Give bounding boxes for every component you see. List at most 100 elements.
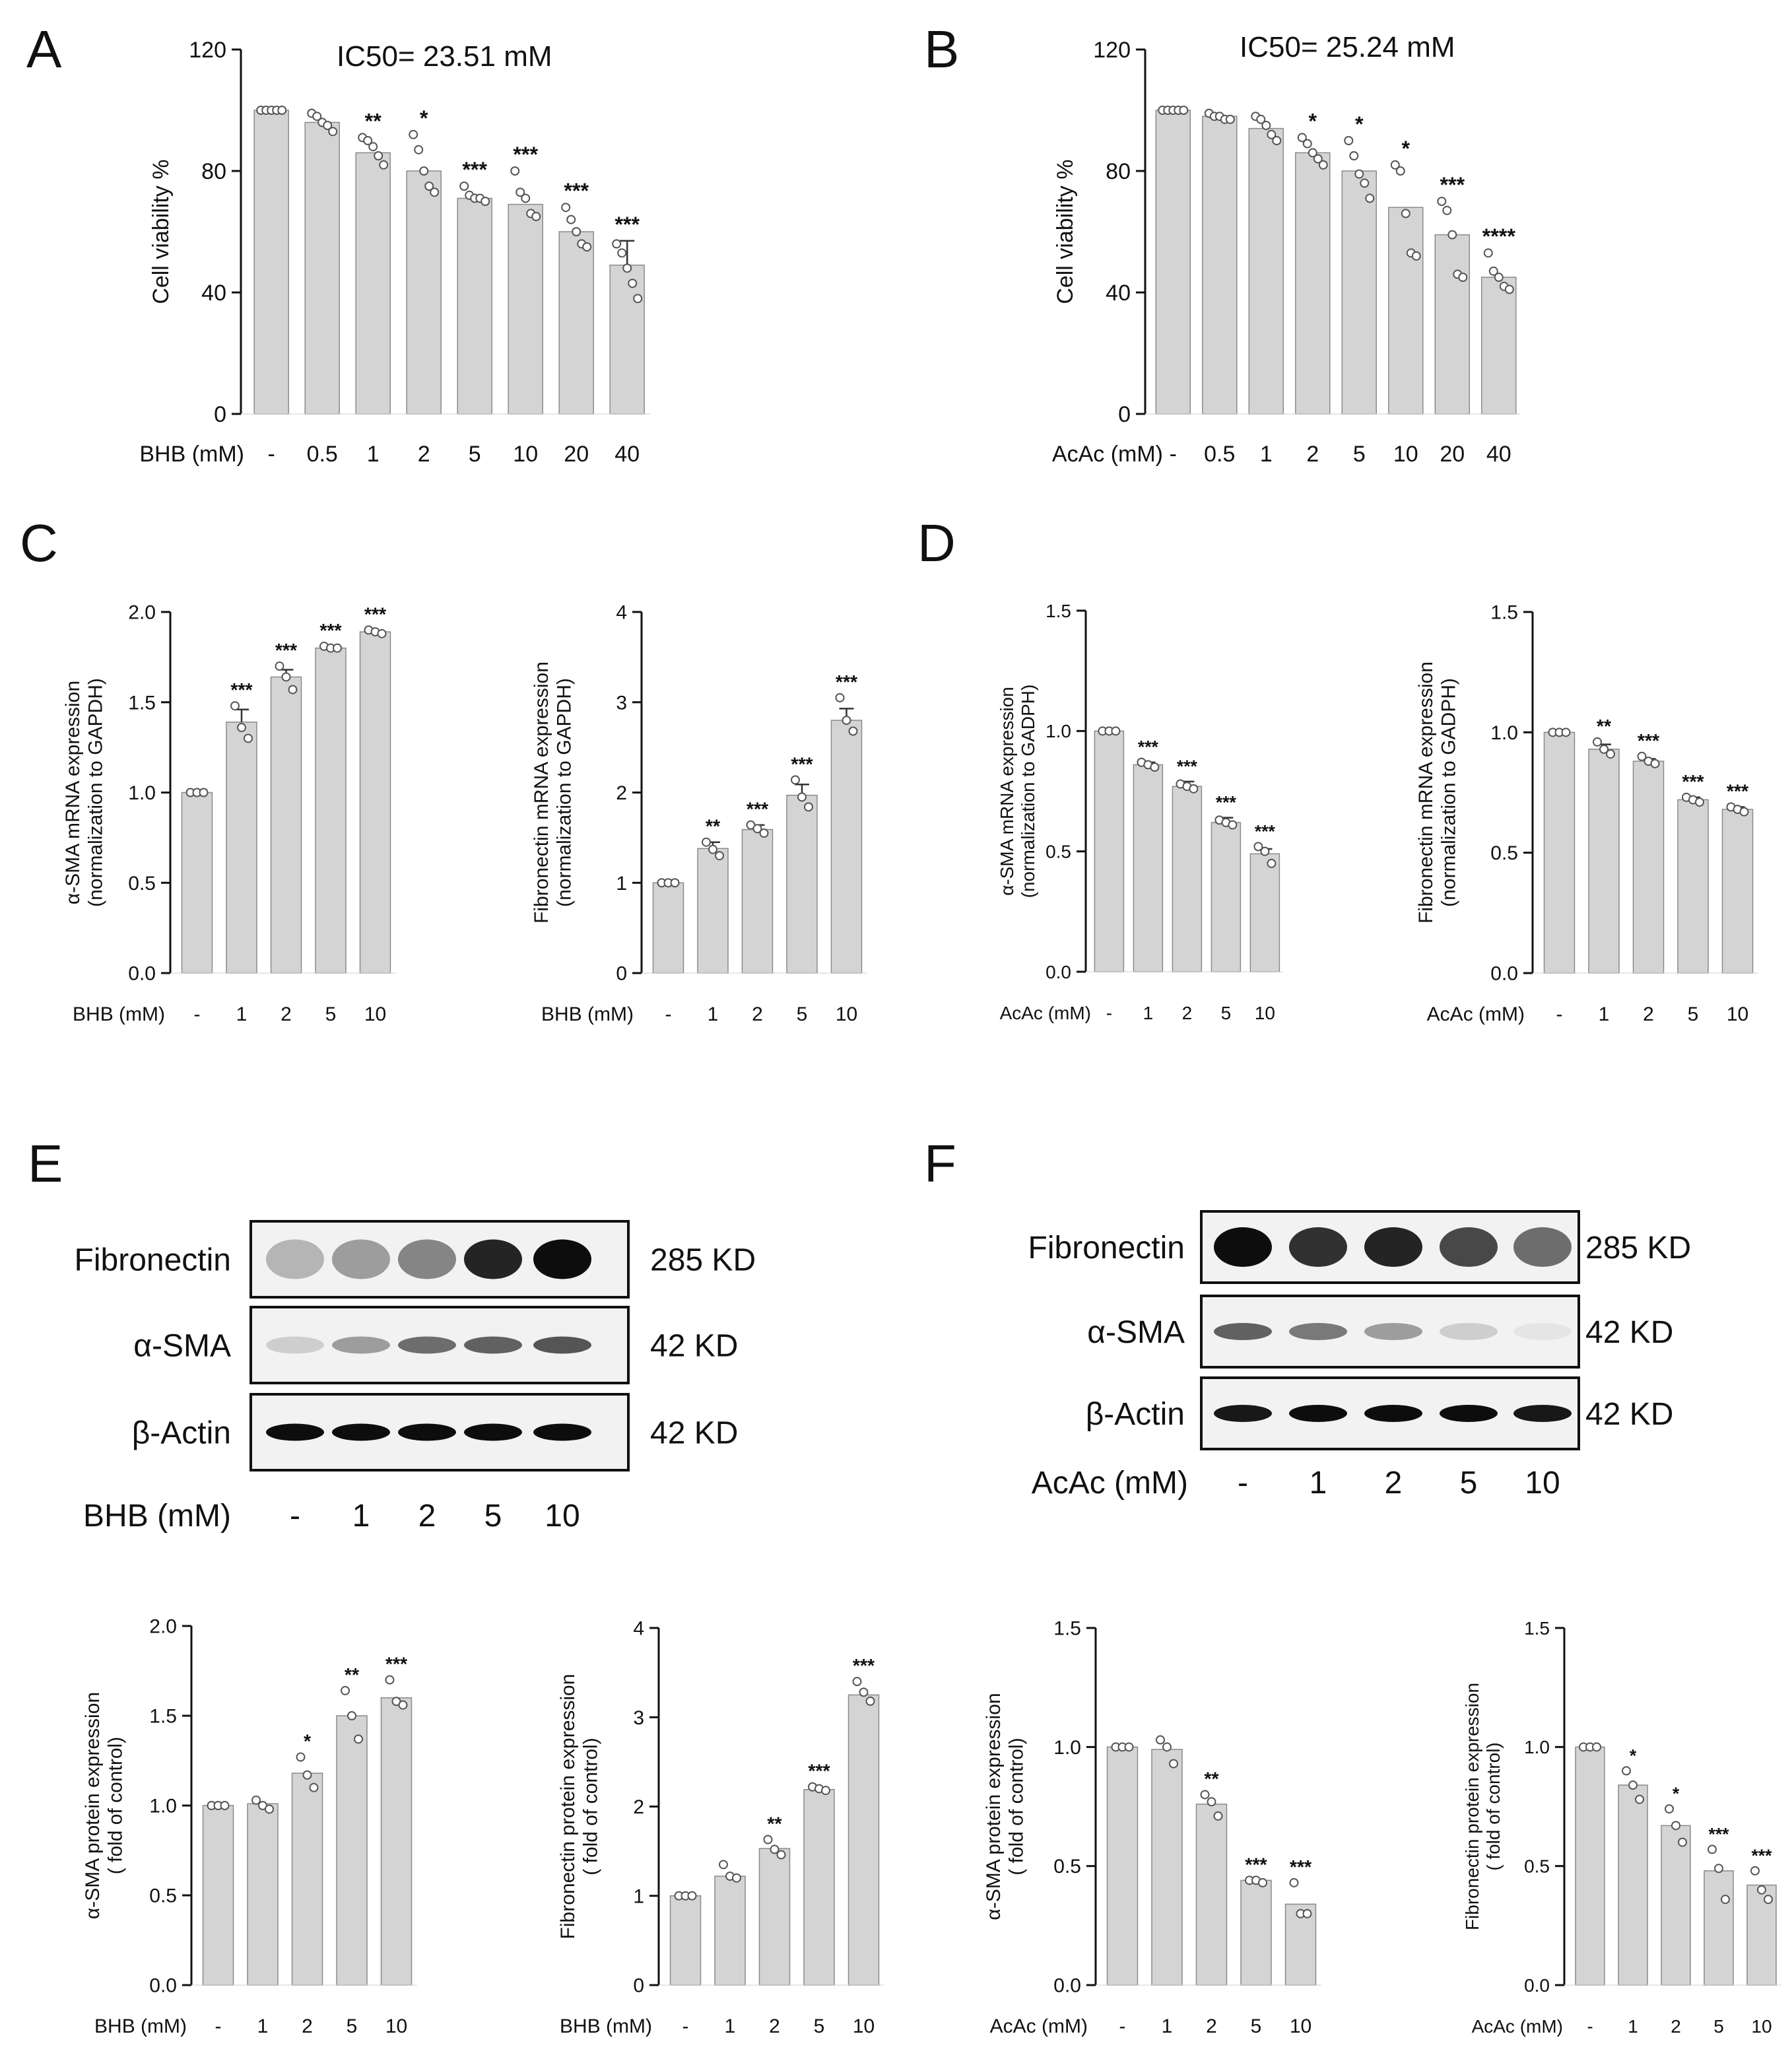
x-tick-label: 10 <box>1751 2016 1772 2037</box>
blot-lane-label: 1 <box>352 1499 370 1534</box>
data-point <box>368 142 378 152</box>
significance-marker: *** <box>1440 173 1465 197</box>
x-tick-label: - <box>1119 2015 1126 2037</box>
data-point <box>1764 1895 1773 1905</box>
data-point <box>354 1734 363 1744</box>
blot-band <box>1289 1405 1347 1422</box>
data-point <box>835 693 845 702</box>
bar <box>741 829 774 974</box>
data-point <box>1111 726 1121 736</box>
data-point <box>1606 749 1615 759</box>
significance-marker: * <box>1402 137 1410 160</box>
blot-band <box>1513 1323 1572 1340</box>
significance-marker: ** <box>767 1814 782 1835</box>
x-axis-label: BHB (mM) <box>560 2015 652 2037</box>
data-point <box>1349 151 1359 160</box>
bar <box>247 1803 279 1986</box>
data-point <box>1395 166 1405 176</box>
x-axis-label: BHB (mM) <box>94 2015 187 2037</box>
x-tick-label: 2 <box>302 2015 313 2037</box>
blot-lane-label: 5 <box>1460 1466 1478 1501</box>
blot-size-label: 42 KD <box>1585 1315 1673 1350</box>
data-point <box>622 263 632 273</box>
y-tick-label: 0 <box>1118 402 1131 427</box>
x-tick-label: 20 <box>564 442 589 467</box>
x-tick-label: 10 <box>853 2015 875 2037</box>
bar <box>1195 1804 1228 1986</box>
significance-marker: ** <box>1204 1769 1219 1790</box>
significance-marker: *** <box>1290 1857 1312 1878</box>
significance-marker: ** <box>345 1665 360 1686</box>
significance-marker: * <box>1355 112 1364 136</box>
significance-marker: *** <box>1682 772 1704 793</box>
data-point <box>865 1696 875 1706</box>
y-axis-label-line: Fibronectin protein expression <box>1462 1683 1482 1930</box>
y-tick-label: 1.5 <box>1045 601 1071 621</box>
bar <box>457 197 492 415</box>
data-point <box>414 145 424 154</box>
x-tick-label: - <box>194 1003 201 1025</box>
panel-letter-f: F <box>924 1134 956 1193</box>
data-point <box>1253 842 1263 852</box>
data-point <box>1635 1794 1644 1804</box>
y-axis-label-line: α-SMA protein expression <box>983 1693 1005 1920</box>
data-point <box>1289 1877 1299 1887</box>
y-axis-label-line: ( fold of control) <box>580 1738 602 1875</box>
blot-band <box>398 1336 456 1354</box>
data-point <box>1757 1885 1766 1895</box>
data-point <box>459 182 469 191</box>
blot-band <box>1214 1323 1272 1340</box>
bar <box>1240 1879 1272 1986</box>
data-point <box>1308 148 1317 158</box>
bar <box>847 1694 880 1986</box>
data-point <box>821 1786 830 1796</box>
blot-band <box>464 1239 522 1279</box>
chart-e1: 0.0 0.5 1.0 1.5 2.0 - 1 * 2 ** 5 *** 10 BHB (mM) α-SMA… <box>82 1616 417 2037</box>
x-tick-label: 2 <box>1182 1003 1193 1023</box>
blot-row-label: β-Actin <box>132 1415 231 1450</box>
y-axis-label-line: α-SMA mRNA expression <box>62 681 84 904</box>
data-point <box>1750 1866 1760 1876</box>
data-point <box>1267 858 1277 868</box>
significance-marker: *** <box>462 158 487 182</box>
bar <box>1295 152 1331 415</box>
blot-row-label: Fibronectin <box>75 1242 231 1277</box>
blot-x-label: AcAc (mM) <box>1032 1466 1188 1501</box>
x-tick-label: - <box>1556 1003 1563 1025</box>
data-point <box>1721 1895 1730 1905</box>
x-tick-label: 10 <box>513 442 538 467</box>
data-point <box>430 187 440 197</box>
y-tick-label: 1.0 <box>128 782 156 804</box>
data-point <box>612 239 622 249</box>
x-tick-label: 10 <box>364 1003 386 1025</box>
significance-marker: * <box>1673 1784 1680 1804</box>
data-point <box>1302 139 1312 149</box>
chart-d2: 0.0 0.5 1.0 1.5 - ** 1 *** 2 *** 5 *** 10 AcAc (mM) Fi… <box>1415 602 1758 1025</box>
significance-marker: *** <box>564 179 589 203</box>
significance-marker: *** <box>791 754 813 775</box>
data-point <box>572 227 581 236</box>
significance-marker: *** <box>1751 1846 1772 1866</box>
chart-a: 0 40 80 120 - 0.5 ** 1 * 2 *** 5 *** 10 *** 20 *** 40 BHB … <box>139 38 650 467</box>
data-point <box>1622 1766 1631 1776</box>
y-tick-label: 4 <box>616 602 627 624</box>
data-point <box>341 1685 350 1695</box>
x-tick-label: 5 <box>1713 2016 1724 2037</box>
data-point <box>1739 807 1749 817</box>
panel-letter-e: E <box>28 1134 63 1193</box>
significance-marker: *** <box>1216 793 1237 813</box>
data-point <box>309 1782 319 1792</box>
y-tick-label: 0.5 <box>1053 1856 1081 1877</box>
bar <box>786 794 818 974</box>
data-point <box>842 716 851 726</box>
x-tick-label: - <box>665 1003 672 1025</box>
y-tick-label: 1.0 <box>1524 1737 1550 1757</box>
data-point <box>1665 1804 1674 1814</box>
data-point <box>1256 114 1266 124</box>
data-point <box>302 1770 312 1780</box>
blot-band <box>1214 1227 1272 1267</box>
data-point <box>1260 846 1270 856</box>
x-axis-label: BHB (mM) <box>73 1003 165 1025</box>
data-point <box>398 1700 408 1710</box>
data-point <box>1261 121 1271 130</box>
